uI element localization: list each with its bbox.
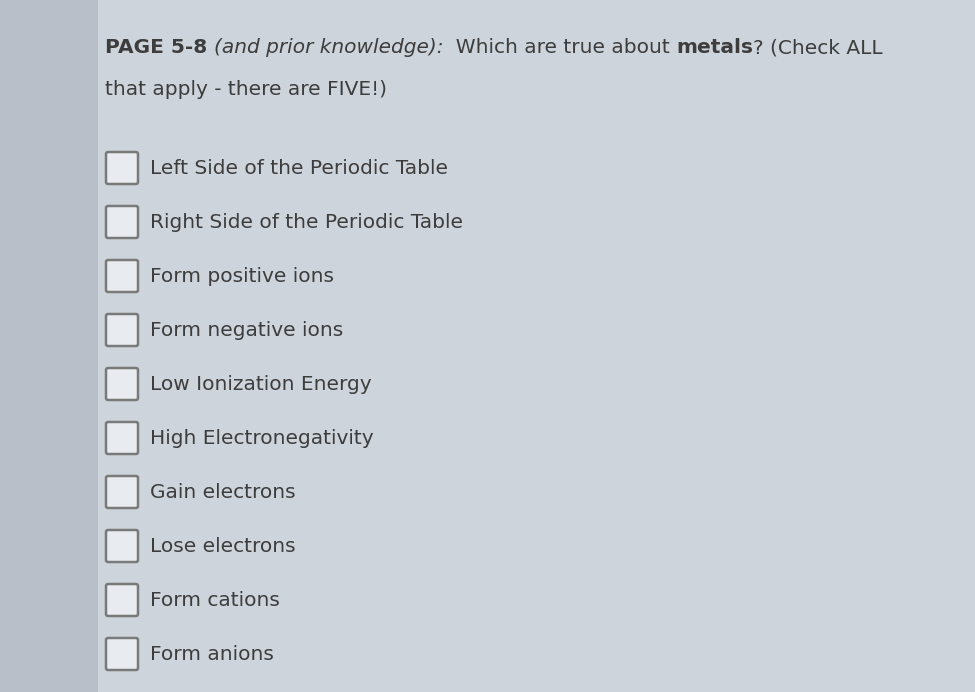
Text: Form anions: Form anions [150, 644, 274, 664]
Text: Form cations: Form cations [150, 590, 280, 610]
FancyBboxPatch shape [106, 314, 138, 346]
Text: ? (Check ALL: ? (Check ALL [754, 38, 883, 57]
FancyBboxPatch shape [106, 368, 138, 400]
FancyBboxPatch shape [106, 530, 138, 562]
FancyBboxPatch shape [106, 476, 138, 508]
Text: Gain electrons: Gain electrons [150, 482, 295, 502]
Bar [98, 0, 975, 692]
Text: metals: metals [677, 38, 754, 57]
Text: (and prior knowledge):: (and prior knowledge): [214, 38, 443, 57]
FancyBboxPatch shape [106, 152, 138, 184]
FancyBboxPatch shape [106, 260, 138, 292]
Text: Right Side of the Periodic Table: Right Side of the Periodic Table [150, 212, 463, 232]
Text: Low Ionization Energy: Low Ionization Energy [150, 374, 371, 394]
Text: Lose electrons: Lose electrons [150, 536, 295, 556]
FancyBboxPatch shape [106, 206, 138, 238]
FancyBboxPatch shape [106, 584, 138, 616]
Bar [0, 0, 98, 692]
Text: PAGE 5-8: PAGE 5-8 [105, 38, 208, 57]
FancyBboxPatch shape [106, 422, 138, 454]
Text: that apply - there are FIVE!): that apply - there are FIVE!) [105, 80, 387, 99]
Text: Which are true about: Which are true about [443, 38, 677, 57]
FancyBboxPatch shape [106, 638, 138, 670]
Text: Left Side of the Periodic Table: Left Side of the Periodic Table [150, 158, 448, 178]
Text: Form negative ions: Form negative ions [150, 320, 343, 340]
Text: High Electronegativity: High Electronegativity [150, 428, 373, 448]
Text: Form positive ions: Form positive ions [150, 266, 334, 286]
